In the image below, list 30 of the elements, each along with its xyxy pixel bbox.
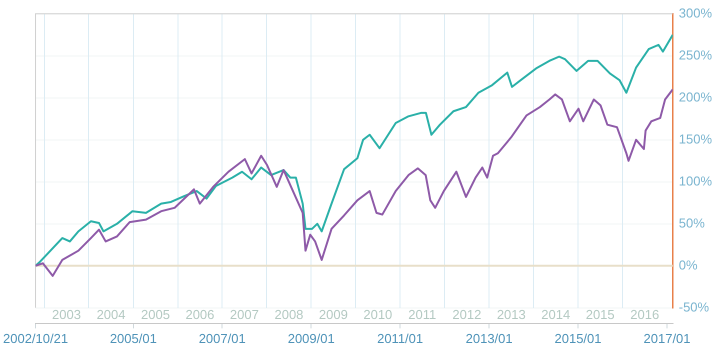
- y-tick-label: 150%: [678, 131, 712, 146]
- x2-tick-label: 2007: [230, 307, 259, 322]
- x-tick-label: 2015/01: [554, 330, 602, 346]
- x2-tick-label: 2016: [630, 307, 660, 322]
- y-tick-label: 50%: [678, 215, 706, 230]
- x-tick-label: 2007/01: [198, 330, 246, 346]
- x2-tick-label: 2005: [141, 307, 170, 322]
- y-tick-label: 0%: [678, 257, 698, 272]
- y-tick-label: 250%: [678, 47, 712, 62]
- x2-tick-label: 2011: [408, 307, 436, 322]
- y-tick-label: 300%: [678, 5, 712, 20]
- x-tick-label: 2009/01: [288, 330, 335, 346]
- x2-tick-label: 2014: [541, 307, 570, 322]
- x2-tick-label: 2006: [185, 307, 214, 322]
- x2-tick-label: 2010: [363, 307, 392, 322]
- x-tick-label: 2013/01: [466, 330, 513, 346]
- y-tick-label: 100%: [678, 173, 712, 188]
- y-tick-label: -50%: [678, 299, 710, 314]
- x-tick-label: 2011/01: [377, 330, 424, 346]
- x2-tick-label: 2008: [274, 307, 304, 322]
- x2-tick-label: 2012: [452, 307, 482, 322]
- y-tick-label: 200%: [678, 89, 712, 104]
- x2-tick-label: 2013: [496, 307, 526, 322]
- x2-tick-label: 2015: [586, 307, 615, 322]
- x-tick-label: 2002/10/21: [2, 330, 68, 346]
- x-tick-label: 2005/01: [110, 330, 157, 346]
- x-tick-label: 2017/01: [644, 330, 691, 346]
- x2-tick-label: 2003: [52, 307, 81, 322]
- x2-tick-label: 2004: [96, 307, 126, 322]
- x2-tick-label: 2009: [318, 307, 348, 322]
